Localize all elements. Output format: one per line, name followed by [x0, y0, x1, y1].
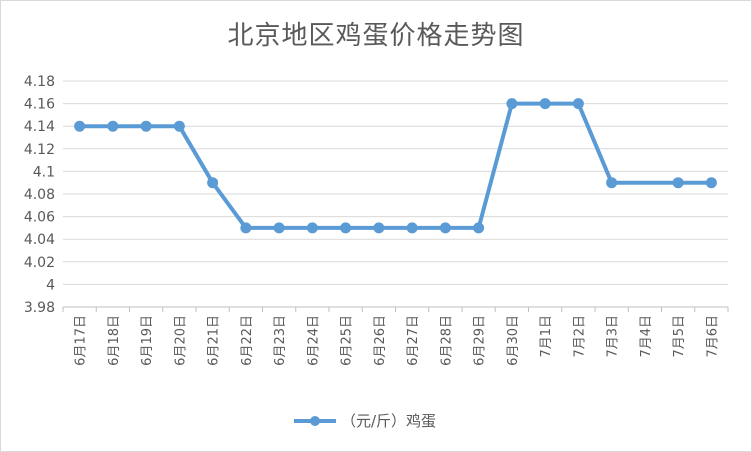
x-tick-label: 6月29日 — [473, 315, 488, 366]
data-point — [240, 222, 252, 234]
y-tick-label: 4.12 — [24, 142, 55, 158]
x-tick-label: 6月23日 — [273, 315, 288, 366]
data-point — [373, 222, 385, 234]
y-tick-label: 4 — [46, 277, 55, 293]
x-tick-label: 7月1日 — [539, 315, 554, 358]
x-tick-label: 7月6日 — [705, 315, 720, 358]
y-tick-label: 4.08 — [24, 187, 55, 203]
data-point — [140, 120, 152, 132]
data-point — [107, 120, 119, 132]
x-tick-label: 6月19日 — [140, 315, 155, 366]
data-point — [539, 98, 551, 110]
y-tick-label: 3.98 — [24, 300, 55, 316]
x-tick-label: 6月17日 — [74, 315, 89, 366]
data-point — [672, 177, 684, 189]
y-tick-label: 4.04 — [24, 232, 55, 248]
x-tick-label: 7月4日 — [639, 315, 654, 358]
x-tick-label: 6月22日 — [240, 315, 255, 366]
x-tick-label: 6月18日 — [107, 315, 122, 366]
data-point — [74, 120, 86, 132]
data-point — [340, 222, 352, 234]
series-line — [79, 101, 712, 230]
x-tick-label: 6月24日 — [306, 315, 321, 366]
y-tick-label: 4.02 — [24, 255, 55, 271]
x-tick-label: 7月3日 — [606, 315, 621, 358]
x-tick-label: 6月27日 — [406, 315, 421, 366]
data-point — [273, 222, 285, 234]
chart-title: 北京地区鸡蛋价格走势图 — [227, 21, 525, 51]
y-tick-label: 4.16 — [24, 97, 55, 113]
data-point — [207, 177, 219, 189]
data-point — [173, 120, 185, 132]
data-point — [572, 98, 584, 110]
y-tick-label: 4.14 — [24, 119, 55, 135]
x-tick-label: 6月30日 — [506, 315, 521, 366]
x-tick-label: 6月26日 — [373, 315, 388, 366]
data-point — [439, 222, 451, 234]
y-tick-label: 4.1 — [33, 164, 55, 180]
data-point — [705, 177, 717, 189]
y-tick-label: 4.06 — [24, 210, 55, 226]
legend-marker — [310, 416, 320, 426]
data-point — [606, 177, 618, 189]
data-point — [506, 98, 518, 110]
x-tick-label: 7月5日 — [672, 315, 687, 358]
y-tick-label: 4.18 — [24, 74, 55, 90]
x-tick-label: 7月2日 — [572, 315, 587, 358]
legend-label: （元/斤）鸡蛋 — [341, 412, 436, 430]
x-tick-label: 6月21日 — [207, 315, 222, 366]
data-point — [406, 222, 418, 234]
data-point — [306, 222, 318, 234]
x-tick-label: 6月28日 — [439, 315, 454, 366]
data-point — [473, 222, 485, 234]
x-tick-label: 6月25日 — [340, 315, 355, 366]
x-tick-label: 6月20日 — [173, 315, 188, 366]
